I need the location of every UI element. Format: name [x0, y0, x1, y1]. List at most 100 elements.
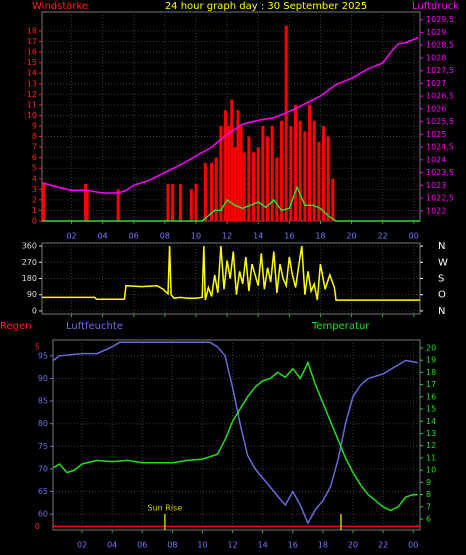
y2-tick-label: 1023	[426, 181, 446, 190]
y-tick-label: 8	[32, 132, 37, 141]
wind-bar	[236, 110, 240, 221]
x-tick-label: 08	[167, 541, 177, 550]
y-tick-label: 14	[27, 69, 37, 78]
wind-bar	[178, 184, 182, 221]
y2-axis-label: Temperatur	[311, 321, 370, 332]
y-tick-label: 360	[22, 242, 37, 251]
y-tick-label: 180	[22, 274, 37, 283]
wind-bar	[317, 141, 321, 221]
y-tick-label: 0	[32, 217, 37, 226]
wind-bar	[247, 136, 251, 221]
x-tick-label: 04	[107, 541, 117, 550]
y2-tick-label: 1022	[426, 206, 446, 215]
y-tick-label: 15	[27, 58, 37, 67]
wind-bar	[214, 157, 218, 221]
y-tick-label: 9	[32, 122, 37, 131]
wind-bar	[331, 178, 335, 221]
y2-tick-label: 7	[426, 502, 431, 511]
y-tick-label: 75	[38, 442, 48, 451]
x-tick-label: 20	[346, 232, 356, 241]
x-tick-label: 22	[378, 232, 388, 241]
wind-bar	[308, 104, 312, 221]
x-tick-label: 00	[408, 541, 418, 550]
y-tick-label: 7	[32, 143, 37, 152]
y2-tick-label: 19	[426, 356, 436, 365]
wind-bar	[239, 126, 243, 221]
x-tick-label: 16	[288, 541, 298, 550]
y2-tick-label: 6	[426, 515, 431, 524]
y-tick-label: 0	[32, 306, 37, 315]
wind-bar	[298, 120, 302, 221]
wind-bar	[312, 120, 316, 221]
y-axis-label: Luftfeuchte	[66, 321, 123, 332]
wind-bar	[270, 126, 274, 221]
y2-tick-label: 20	[426, 343, 436, 352]
y2-tick-label: 1026,5	[426, 92, 454, 101]
y2-tick-label: S	[438, 274, 444, 285]
y2-tick-label: 11	[426, 453, 436, 462]
y2-tick-label: 1027,5	[426, 66, 454, 75]
x-tick-label: 18	[318, 541, 328, 550]
y3-axis-label: Regen	[0, 321, 32, 332]
y2-tick-label: O	[438, 290, 446, 301]
wind-bar	[116, 189, 120, 221]
y2-tick-label: 1023,5	[426, 168, 454, 177]
y-tick-label: 1	[32, 206, 37, 215]
wind-bar	[322, 126, 326, 221]
y-tick-label: 13	[27, 79, 37, 88]
data-line	[42, 245, 420, 301]
wind-bar	[294, 104, 298, 221]
wind-bar	[275, 157, 279, 221]
x-tick-label: 06	[137, 541, 147, 550]
y-tick-label: 270	[22, 258, 37, 267]
wind-bar	[303, 131, 307, 221]
y-tick-label: 11	[27, 100, 37, 109]
wind-bar	[289, 126, 293, 221]
chart-title: 24 hour graph day : 30 September 2025	[165, 1, 367, 12]
data-line	[42, 185, 420, 222]
x-tick-label: 16	[284, 232, 294, 241]
wind-bar	[203, 162, 207, 221]
y-tick-label: 80	[38, 419, 48, 428]
wind-bar	[227, 126, 231, 221]
wind-bar	[284, 25, 288, 221]
y-tick-label: 18	[27, 27, 37, 36]
y3-tick-label: 5	[35, 343, 40, 352]
y2-tick-label: 1024,5	[426, 143, 454, 152]
x-tick-label: 14	[253, 232, 263, 241]
x-tick-label: 04	[98, 232, 108, 241]
x-tick-label: 02	[66, 232, 76, 241]
x-tick-label: 20	[348, 541, 358, 550]
y2-tick-label: N	[438, 241, 445, 252]
y2-tick-label: 1026	[426, 104, 446, 113]
y2-tick-label: 16	[426, 392, 436, 401]
x-tick-label: 10	[191, 232, 201, 241]
y-tick-label: 95	[38, 351, 48, 360]
y-tick-label: 85	[38, 397, 48, 406]
y2-tick-label: 10	[426, 466, 436, 475]
wind-bar	[326, 136, 330, 221]
y2-tick-label: 13	[426, 429, 436, 438]
wind-bar	[219, 126, 223, 221]
y2-tick-label: 15	[426, 405, 436, 414]
x-tick-label: 14	[258, 541, 268, 550]
y2-tick-label: 14	[426, 417, 436, 426]
y-tick-label: 2	[32, 195, 37, 204]
wind-bar	[194, 184, 198, 221]
data-line	[41, 36, 419, 194]
y2-tick-label: N	[438, 306, 445, 317]
x-tick-label: 10	[197, 541, 207, 550]
y-tick-label: 4	[32, 174, 37, 183]
wind-bar	[84, 184, 88, 221]
y2-axis-label: Luftdruck	[412, 1, 459, 12]
wind-bar	[230, 99, 234, 221]
y2-tick-label: 1028	[426, 53, 446, 62]
y2-tick-label: 1029,5	[426, 15, 454, 24]
y-tick-label: 10	[27, 111, 37, 120]
sunrise-label: Sun Rise	[148, 504, 183, 513]
y3-tick-label: 0	[35, 522, 40, 531]
y-tick-label: 5	[32, 164, 37, 173]
wind-bar	[256, 147, 260, 221]
